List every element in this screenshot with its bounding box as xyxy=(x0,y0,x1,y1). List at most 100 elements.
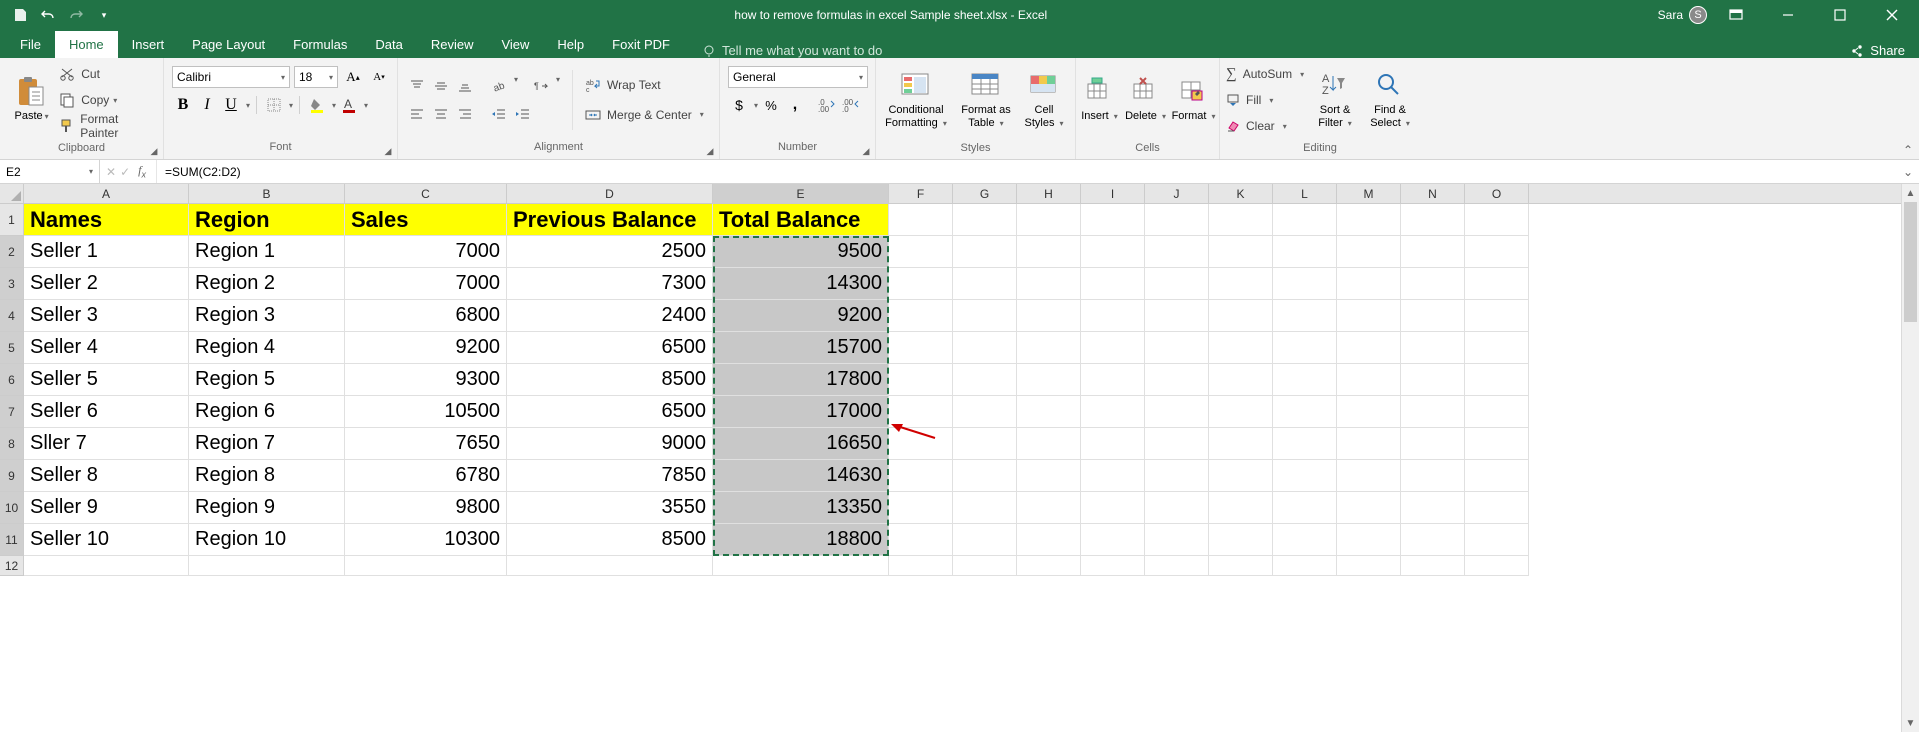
cut-button[interactable]: Cut xyxy=(59,62,155,86)
tab-help[interactable]: Help xyxy=(543,31,598,58)
cell[interactable] xyxy=(1401,492,1465,524)
clear-button[interactable]: Clear▾ xyxy=(1226,114,1304,138)
column-header-I[interactable]: I xyxy=(1081,184,1145,203)
cell[interactable] xyxy=(953,524,1017,556)
align-left-icon[interactable] xyxy=(406,103,428,125)
expand-formula-bar-icon[interactable]: ⌄ xyxy=(1897,165,1919,179)
column-header-N[interactable]: N xyxy=(1401,184,1465,203)
cell[interactable]: 7000 xyxy=(345,268,507,300)
cell[interactable]: 6500 xyxy=(507,332,713,364)
column-header-F[interactable]: F xyxy=(889,184,953,203)
cell[interactable] xyxy=(1401,364,1465,396)
cell[interactable] xyxy=(1465,492,1529,524)
column-header-E[interactable]: E xyxy=(713,184,889,203)
cell[interactable] xyxy=(1081,268,1145,300)
cell[interactable]: Region 6 xyxy=(189,396,345,428)
cell[interactable] xyxy=(1081,300,1145,332)
cell[interactable]: 9000 xyxy=(507,428,713,460)
cell[interactable]: 8500 xyxy=(507,524,713,556)
sort-filter-button[interactable]: AZ Sort &Filter ▾ xyxy=(1312,62,1358,138)
tab-insert[interactable]: Insert xyxy=(118,31,179,58)
cancel-formula-icon[interactable]: ✕ xyxy=(106,165,116,179)
borders-button[interactable] xyxy=(263,94,285,116)
fx-icon[interactable]: fx xyxy=(134,163,150,179)
underline-button[interactable]: U xyxy=(220,94,242,116)
cell[interactable] xyxy=(889,268,953,300)
clipboard-dialog-launcher-icon[interactable]: ◢ xyxy=(147,144,161,158)
share-button[interactable]: Share xyxy=(1850,43,1919,58)
cell[interactable] xyxy=(1465,204,1529,236)
cell[interactable] xyxy=(1017,428,1081,460)
cell[interactable] xyxy=(1209,364,1273,396)
row-header[interactable]: 11 xyxy=(0,524,24,556)
cell[interactable]: 9300 xyxy=(345,364,507,396)
cell[interactable] xyxy=(1209,428,1273,460)
column-header-J[interactable]: J xyxy=(1145,184,1209,203)
tab-data[interactable]: Data xyxy=(361,31,416,58)
cell[interactable]: 7300 xyxy=(507,268,713,300)
format-painter-button[interactable]: Format Painter xyxy=(59,114,155,138)
autosum-button[interactable]: ∑AutoSum▾ xyxy=(1226,62,1304,86)
increase-decimal-icon[interactable]: .0.00 xyxy=(816,94,838,116)
qat-customize-icon[interactable]: ▾ xyxy=(92,3,116,27)
cell[interactable] xyxy=(889,524,953,556)
format-cells-button[interactable]: Format ▾ xyxy=(1170,62,1217,138)
row-header[interactable]: 2 xyxy=(0,236,24,268)
number-format-combo[interactable]: General▾ xyxy=(728,66,868,88)
cell[interactable]: 3550 xyxy=(507,492,713,524)
align-center-icon[interactable] xyxy=(430,103,452,125)
cell[interactable] xyxy=(1145,396,1209,428)
scroll-down-icon[interactable]: ▼ xyxy=(1902,714,1919,732)
align-middle-icon[interactable] xyxy=(430,75,452,97)
cell[interactable] xyxy=(953,364,1017,396)
cell[interactable] xyxy=(953,492,1017,524)
font-color-button[interactable]: A xyxy=(338,94,360,116)
delete-cells-button[interactable]: Delete ▾ xyxy=(1123,62,1168,138)
align-bottom-icon[interactable] xyxy=(454,75,476,97)
cell[interactable] xyxy=(1273,364,1337,396)
cell[interactable]: Sller 7 xyxy=(24,428,189,460)
cell[interactable] xyxy=(24,556,189,576)
cell[interactable] xyxy=(345,556,507,576)
maximize-icon[interactable] xyxy=(1817,0,1863,30)
cell[interactable] xyxy=(1017,364,1081,396)
cell[interactable] xyxy=(1465,300,1529,332)
cell[interactable] xyxy=(1081,524,1145,556)
cell[interactable]: Seller 5 xyxy=(24,364,189,396)
merge-center-button[interactable]: Merge & Center▾ xyxy=(585,103,704,127)
name-box[interactable]: E2▾ xyxy=(0,160,100,183)
cell[interactable]: Region 8 xyxy=(189,460,345,492)
alignment-dialog-launcher-icon[interactable]: ◢ xyxy=(703,144,717,158)
cell[interactable]: Seller 10 xyxy=(24,524,189,556)
cell[interactable]: Region xyxy=(189,204,345,236)
cell[interactable]: 9800 xyxy=(345,492,507,524)
cell[interactable] xyxy=(1273,236,1337,268)
cell[interactable] xyxy=(1209,396,1273,428)
column-header-L[interactable]: L xyxy=(1273,184,1337,203)
cell[interactable] xyxy=(189,556,345,576)
cell[interactable] xyxy=(1081,428,1145,460)
cell[interactable]: Seller 3 xyxy=(24,300,189,332)
cell[interactable] xyxy=(889,364,953,396)
vertical-scrollbar[interactable]: ▲ ▼ xyxy=(1901,184,1919,732)
font-size-combo[interactable]: 18▾ xyxy=(294,66,338,88)
cell[interactable] xyxy=(1081,236,1145,268)
cell[interactable] xyxy=(1145,556,1209,576)
cell[interactable] xyxy=(1401,268,1465,300)
cell[interactable] xyxy=(1401,236,1465,268)
column-header-O[interactable]: O xyxy=(1465,184,1529,203)
cell[interactable] xyxy=(953,236,1017,268)
row-header[interactable]: 5 xyxy=(0,332,24,364)
wrap-text-button[interactable]: abcWrap Text xyxy=(585,73,704,97)
cell[interactable] xyxy=(1273,300,1337,332)
cell[interactable] xyxy=(1337,428,1401,460)
cell[interactable] xyxy=(1209,460,1273,492)
fill-button[interactable]: Fill▾ xyxy=(1226,88,1304,112)
cell[interactable] xyxy=(1465,268,1529,300)
cell[interactable] xyxy=(889,396,953,428)
column-header-G[interactable]: G xyxy=(953,184,1017,203)
cell[interactable] xyxy=(1145,460,1209,492)
cell[interactable] xyxy=(1017,268,1081,300)
cell[interactable] xyxy=(1081,460,1145,492)
cell[interactable]: Total Balance xyxy=(713,204,889,236)
